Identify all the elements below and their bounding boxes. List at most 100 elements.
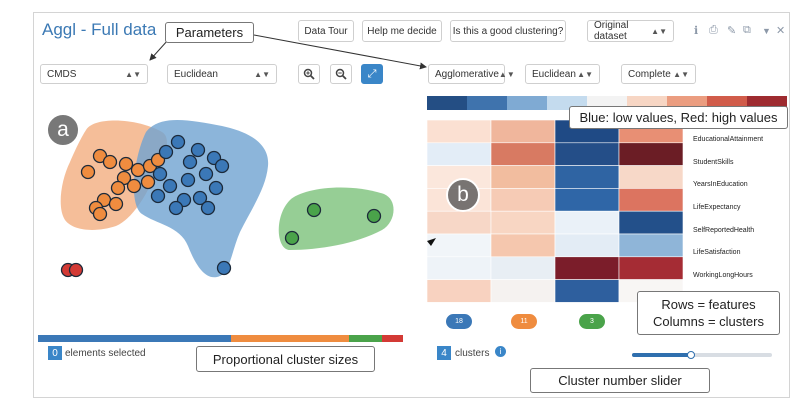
- heatmap-cell[interactable]: [490, 142, 556, 166]
- scatter-point[interactable]: [140, 174, 156, 190]
- heatmap-cell[interactable]: [618, 256, 684, 280]
- scatter-point[interactable]: [198, 166, 214, 182]
- scatter-point[interactable]: [150, 188, 166, 204]
- heatmap-cell[interactable]: [554, 142, 620, 166]
- cluster-metric-select[interactable]: Euclidean ▲▼: [525, 64, 600, 84]
- zoom-in-button[interactable]: [298, 64, 320, 84]
- heatmap-cell[interactable]: [490, 119, 556, 144]
- cluster-hull-green: [278, 187, 394, 250]
- select-caret-icon: ▲▼: [673, 69, 689, 79]
- slider-handle[interactable]: [687, 351, 695, 359]
- heatmap-cell[interactable]: [554, 188, 620, 212]
- heatmap-cell[interactable]: [427, 210, 492, 235]
- scatter-point[interactable]: [182, 154, 198, 170]
- good-clustering-button[interactable]: Is this a good clustering?: [450, 20, 566, 42]
- cluster-size-badge: 11: [511, 314, 537, 329]
- close-icon[interactable]: ✕: [776, 25, 786, 37]
- heatmap-cell[interactable]: [490, 165, 556, 189]
- parameters-arrow-left: [149, 39, 169, 61]
- projection-metric-value: Euclidean: [174, 68, 218, 80]
- parameters-arrow-right: [253, 34, 427, 70]
- heatmap-cell[interactable]: [554, 165, 620, 189]
- linkage-select[interactable]: Complete ▲▼: [621, 64, 696, 84]
- zoom-out-icon: [335, 68, 347, 80]
- heatmap[interactable]: [427, 96, 787, 311]
- scatter-point[interactable]: [130, 162, 146, 178]
- expand-arrows-icon: ⤢: [367, 67, 377, 80]
- heatmap-cell[interactable]: [427, 119, 492, 144]
- scatter-point[interactable]: [208, 180, 224, 196]
- heatmap-cell[interactable]: [427, 256, 492, 280]
- select-caret-icon: ▲▼: [125, 69, 141, 79]
- info-icon[interactable]: ℹ: [694, 25, 699, 37]
- scatter-plot[interactable]: [38, 92, 410, 292]
- scatter-point[interactable]: [168, 200, 184, 216]
- scatter-point[interactable]: [216, 260, 232, 276]
- heatmap-cell[interactable]: [427, 279, 492, 303]
- cluster-number-slider[interactable]: [632, 351, 772, 359]
- parameters-callout: Parameters: [165, 22, 254, 43]
- zoom-out-button[interactable]: [330, 64, 352, 84]
- heatmap-cell[interactable]: [490, 188, 556, 212]
- heatmap-cell[interactable]: [554, 233, 620, 258]
- heatmap-cell[interactable]: [490, 279, 556, 303]
- info-icon[interactable]: i: [495, 346, 506, 357]
- edit-icon[interactable]: ✎: [727, 25, 737, 37]
- scatter-point[interactable]: [192, 190, 208, 206]
- heatmap-cell[interactable]: [427, 233, 492, 258]
- scatter-point[interactable]: [306, 202, 322, 218]
- scatter-point[interactable]: [80, 164, 96, 180]
- scatter-point[interactable]: [92, 206, 108, 222]
- scatter-point[interactable]: [190, 142, 206, 158]
- heatmap-cell[interactable]: [490, 233, 556, 258]
- heatmap-cell[interactable]: [618, 188, 684, 212]
- linkage-select-value: Complete: [628, 68, 671, 80]
- heatmap-cell[interactable]: [490, 256, 556, 280]
- scatter-point[interactable]: [152, 166, 168, 182]
- scatter-point[interactable]: [118, 156, 134, 172]
- cluster-size-segment: [38, 335, 232, 342]
- cluster-count-label: clusters: [455, 348, 490, 359]
- heatmap-cell[interactable]: [554, 256, 620, 280]
- scatter-point[interactable]: [108, 196, 124, 212]
- scatter-point[interactable]: [68, 262, 84, 278]
- heatmap-cell[interactable]: [554, 279, 620, 303]
- heatmap-cell[interactable]: [554, 210, 620, 235]
- scatter-point[interactable]: [170, 134, 186, 150]
- scatter-point[interactable]: [200, 200, 216, 216]
- scatter-point[interactable]: [366, 208, 382, 224]
- algorithm-select[interactable]: Agglomerative ▲▼: [428, 64, 515, 84]
- scatter-point[interactable]: [214, 158, 230, 174]
- heatmap-cell[interactable]: [618, 142, 684, 166]
- heatmap-cell[interactable]: [490, 210, 556, 235]
- scatter-point[interactable]: [162, 178, 178, 194]
- scatter-point[interactable]: [284, 230, 300, 246]
- scatter-point[interactable]: [180, 172, 196, 188]
- zoom-in-icon: [303, 68, 315, 80]
- heatmap-cell[interactable]: [618, 210, 684, 235]
- proportional-sizes-callout: Proportional cluster sizes: [196, 346, 375, 372]
- dataset-select[interactable]: Original dataset ▲▼: [587, 20, 674, 42]
- scatter-point[interactable]: [110, 180, 126, 196]
- heatmap-cell[interactable]: [618, 165, 684, 189]
- panel-label-a: a: [46, 113, 80, 147]
- heatmap-cell[interactable]: [618, 233, 684, 258]
- heatmap-cell[interactable]: [427, 142, 492, 166]
- scatter-point[interactable]: [158, 144, 174, 160]
- collapse-icon[interactable]: ▼: [762, 26, 771, 36]
- print-icon[interactable]: ⎙: [709, 24, 718, 36]
- color-legend-callout: Blue: low values, Red: high values: [569, 106, 788, 129]
- copy-icon[interactable]: ⧉: [743, 24, 751, 36]
- color-legend-swatch: [467, 96, 507, 110]
- projection-metric-select[interactable]: Euclidean ▲▼: [167, 64, 277, 84]
- feature-label: WorkingLongHours: [693, 272, 753, 279]
- slider-fill: [632, 353, 690, 357]
- data-tour-button[interactable]: Data Tour: [298, 20, 354, 42]
- scatter-point[interactable]: [126, 178, 142, 194]
- help-me-decide-button[interactable]: Help me decide: [362, 20, 442, 42]
- slider-callout: Cluster number slider: [530, 368, 710, 393]
- fit-view-button[interactable]: ⤢: [361, 64, 383, 84]
- projection-select[interactable]: CMDS ▲▼: [40, 64, 148, 84]
- scatter-point[interactable]: [102, 154, 118, 170]
- selected-count-label: elements selected: [65, 348, 146, 359]
